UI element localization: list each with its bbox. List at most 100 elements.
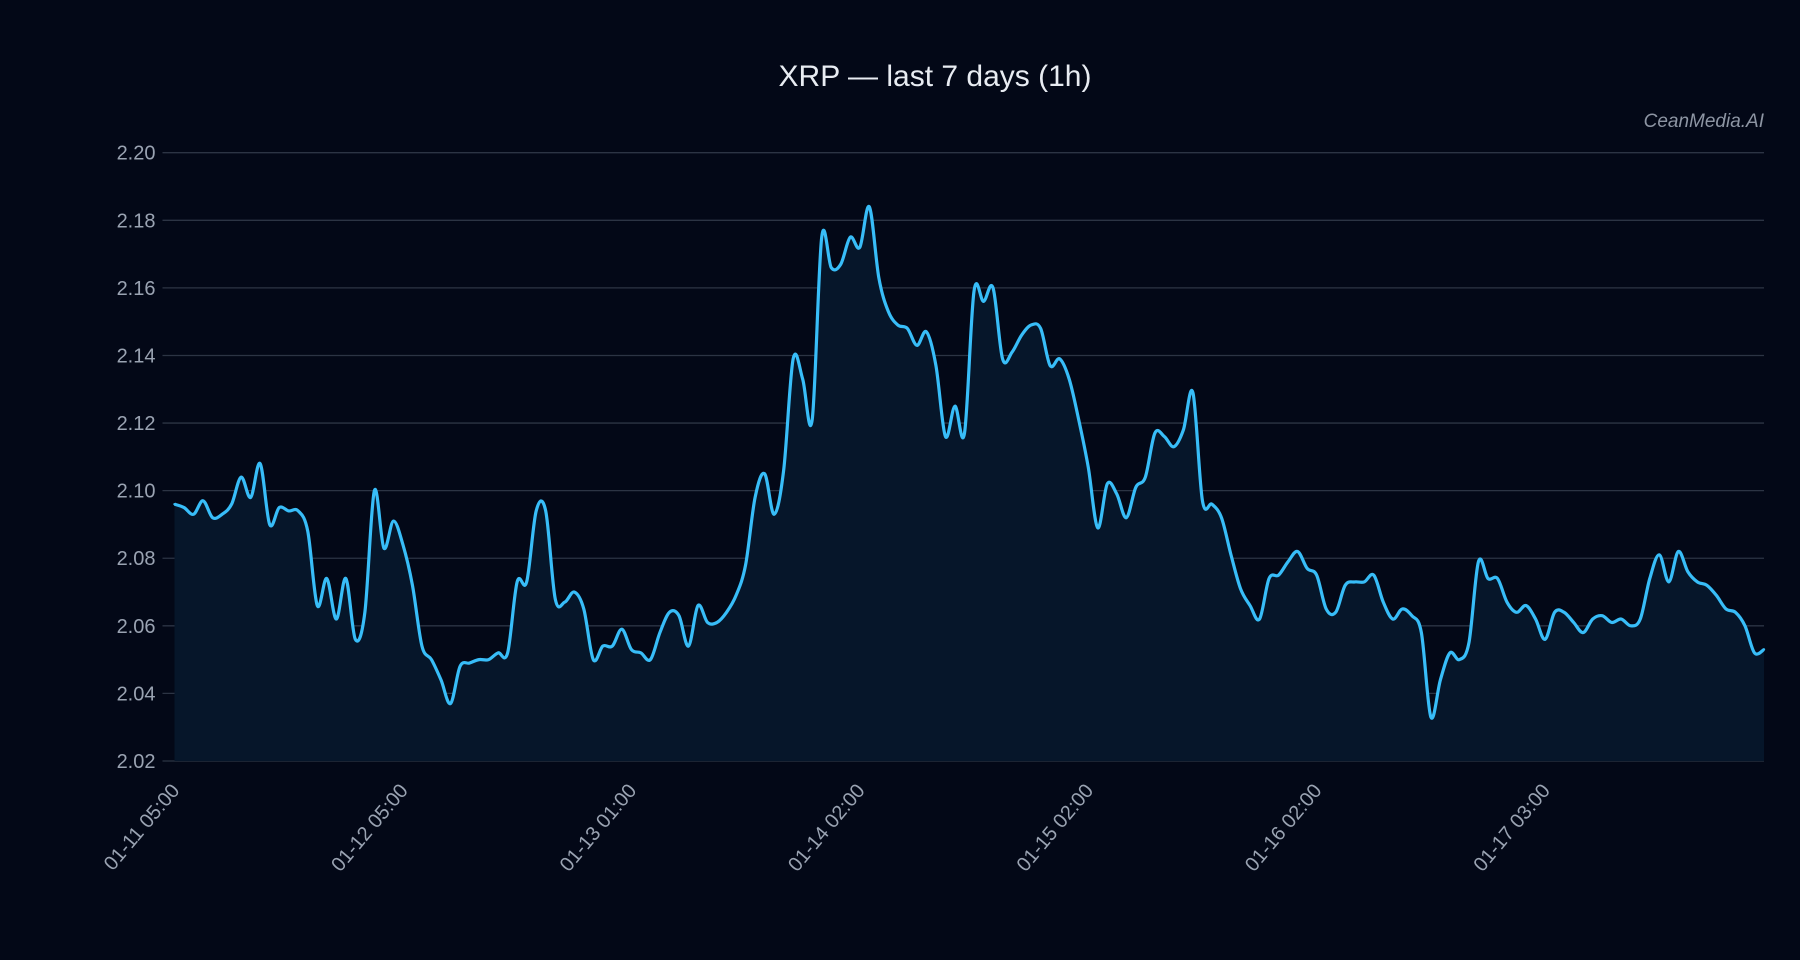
data-point [430, 658, 433, 661]
data-point [1334, 611, 1337, 614]
data-point [411, 584, 414, 587]
data-point [734, 594, 738, 597]
price-area-fill [174, 206, 1764, 761]
data-point [906, 327, 909, 330]
data-point [1439, 678, 1442, 682]
data-point [506, 651, 509, 655]
data-point [706, 621, 709, 624]
data-point [849, 235, 852, 239]
y-tick-label: 2.06 [117, 616, 156, 638]
data-point [1753, 651, 1756, 655]
data-point [392, 519, 395, 523]
data-point [1267, 577, 1271, 580]
data-point [1410, 614, 1414, 617]
data-point [620, 628, 624, 631]
data-point [258, 462, 262, 465]
x-tick-label: 01-16 02:00 [1241, 780, 1326, 876]
data-point [354, 638, 357, 641]
data-point [1087, 465, 1090, 469]
data-point [1610, 621, 1613, 624]
data-point [316, 604, 319, 607]
data-point [1248, 604, 1252, 607]
data-point [1258, 617, 1261, 621]
data-point [611, 644, 614, 648]
data-point [1458, 658, 1461, 661]
y-tick-label: 2.04 [117, 683, 156, 705]
data-point [944, 435, 947, 438]
data-point [1220, 516, 1223, 519]
data-point [1762, 648, 1766, 651]
data-point [582, 607, 585, 611]
data-point [811, 418, 814, 421]
data-point [1344, 584, 1347, 587]
data-point [1039, 327, 1042, 330]
data-point [972, 290, 976, 293]
chart-title: XRP — last 7 days (1h) [779, 60, 1092, 93]
data-point [544, 509, 547, 513]
data-point [668, 611, 671, 614]
data-point [1315, 573, 1318, 577]
data-point [1543, 638, 1547, 641]
data-point [1115, 492, 1118, 496]
data-point [744, 563, 747, 567]
data-point [934, 364, 938, 367]
data-point [1106, 482, 1109, 486]
data-point [458, 665, 462, 668]
data-point [268, 523, 271, 526]
data-point [1505, 600, 1509, 604]
x-tick-label: 01-12 05:00 [327, 780, 412, 876]
data-point [1182, 428, 1185, 432]
y-tick-label: 2.10 [117, 481, 156, 503]
data-point [868, 205, 871, 208]
data-point [1305, 567, 1309, 570]
data-point [1629, 624, 1632, 628]
data-point [982, 300, 985, 303]
data-point [1486, 577, 1490, 580]
data-point [1696, 580, 1699, 584]
data-point [287, 509, 290, 513]
data-point [439, 678, 443, 682]
data-point [839, 263, 842, 266]
data-point [1743, 624, 1747, 628]
data-point [1353, 580, 1356, 584]
data-point [772, 513, 776, 516]
data-point [1029, 323, 1033, 327]
data-point [1667, 580, 1671, 584]
data-point [763, 472, 766, 475]
data-point [963, 431, 966, 435]
data-point [1210, 502, 1214, 506]
data-point [534, 509, 538, 513]
data-point [201, 499, 205, 502]
data-point [1134, 486, 1138, 489]
data-point [896, 323, 900, 327]
data-point [1572, 621, 1575, 624]
data-point [1048, 364, 1052, 367]
y-tick-label: 2.16 [117, 278, 156, 300]
data-point [1581, 631, 1585, 634]
data-point [373, 489, 376, 492]
data-point [953, 404, 957, 408]
data-point [1096, 526, 1099, 530]
data-point [449, 702, 452, 705]
data-point [192, 513, 195, 516]
data-point [1324, 607, 1328, 611]
data-point [601, 644, 605, 648]
data-point [239, 475, 243, 479]
data-point [573, 590, 576, 594]
x-tick-label: 01-15 02:00 [1013, 780, 1098, 876]
data-point [1020, 333, 1023, 337]
data-point [525, 580, 528, 584]
data-point [1010, 350, 1014, 354]
data-point [249, 496, 252, 499]
data-point [173, 502, 176, 506]
data-point [725, 611, 728, 614]
data-point [630, 648, 633, 651]
data-point [306, 529, 309, 533]
data-point [887, 310, 890, 313]
data-point [1201, 499, 1204, 502]
data-point [1648, 577, 1651, 580]
data-point [858, 246, 861, 249]
data-point [297, 509, 300, 513]
data-point [1658, 553, 1661, 557]
